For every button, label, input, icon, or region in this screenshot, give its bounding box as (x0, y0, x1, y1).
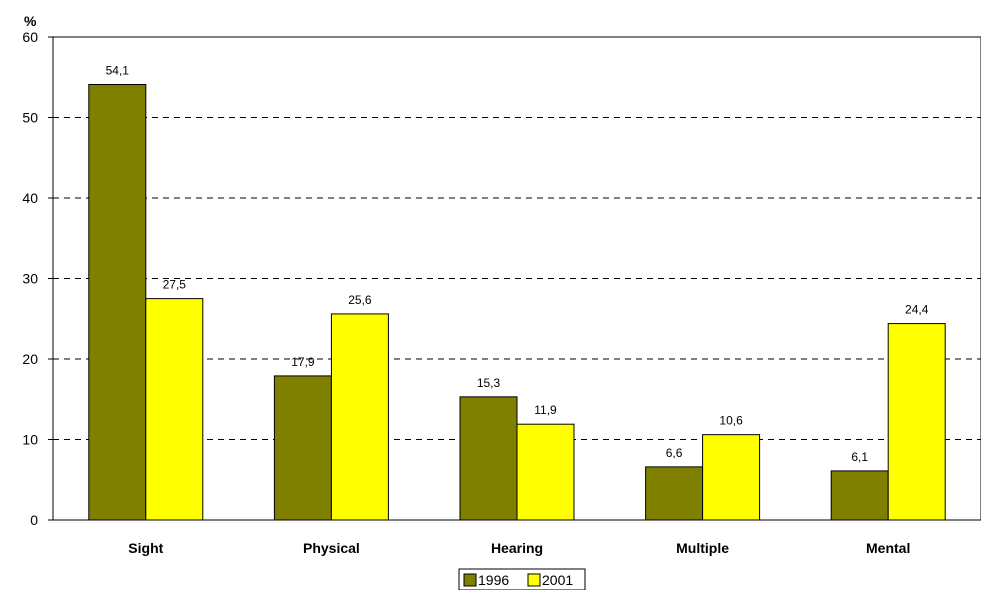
bar-2001 (887, 323, 946, 521)
legend-box (458, 568, 586, 590)
y-tick-label: 20 (22, 351, 38, 367)
y-tick-label: 10 (22, 432, 38, 448)
data-label: 6,6 (666, 446, 683, 460)
category-labels: Sight Physical Hearing Multiple Mental (128, 540, 910, 556)
legend-swatch-2001 (527, 573, 541, 587)
bar-1996 (645, 466, 704, 521)
category-label: Multiple (676, 540, 729, 556)
category-label: Sight (128, 540, 163, 556)
y-tick-label: 40 (22, 190, 38, 206)
y-tick-label: 60 (22, 29, 38, 45)
legend: 1996 2001 (458, 568, 586, 590)
data-label: 6,1 (851, 450, 868, 464)
legend-label-2001: 2001 (542, 572, 573, 588)
bar-1996 (459, 396, 518, 521)
bar-2001 (145, 298, 204, 521)
bar-1996 (273, 375, 332, 521)
category-label: Hearing (491, 540, 543, 556)
data-label: 17,9 (291, 355, 315, 369)
y-tick-label: 0 (30, 512, 38, 528)
data-label: 27,5 (163, 278, 187, 292)
bar-2001 (330, 313, 389, 521)
data-label: 15,3 (477, 376, 501, 390)
bars (88, 83, 946, 521)
plot-frame (52, 36, 981, 521)
category-label: Mental (866, 540, 910, 556)
bar-2001 (516, 423, 575, 521)
data-label: 54,1 (106, 63, 130, 77)
y-axis-label: % (24, 13, 37, 29)
data-label: 11,9 (534, 403, 557, 417)
data-label: 25,6 (348, 293, 372, 307)
y-tick-label: 50 (22, 110, 38, 126)
legend-label-1996: 1996 (478, 572, 509, 588)
data-label: 24,4 (905, 303, 929, 317)
category-label: Physical (303, 540, 360, 556)
data-label: 10,6 (719, 414, 743, 428)
legend-swatch-1996 (463, 573, 477, 587)
bar-2001 (702, 434, 761, 521)
y-tick-label: 30 (22, 271, 38, 287)
bar-1996 (88, 83, 147, 521)
gridlines (53, 117, 981, 440)
data-labels: 54,1 27,5 17,9 25,6 15,3 11,9 6,6 10,6 6,1 24,4 (106, 63, 929, 463)
y-axis-ticks: 0 10 20 30 40 50 60 (22, 29, 53, 528)
bar-1996 (830, 470, 889, 521)
